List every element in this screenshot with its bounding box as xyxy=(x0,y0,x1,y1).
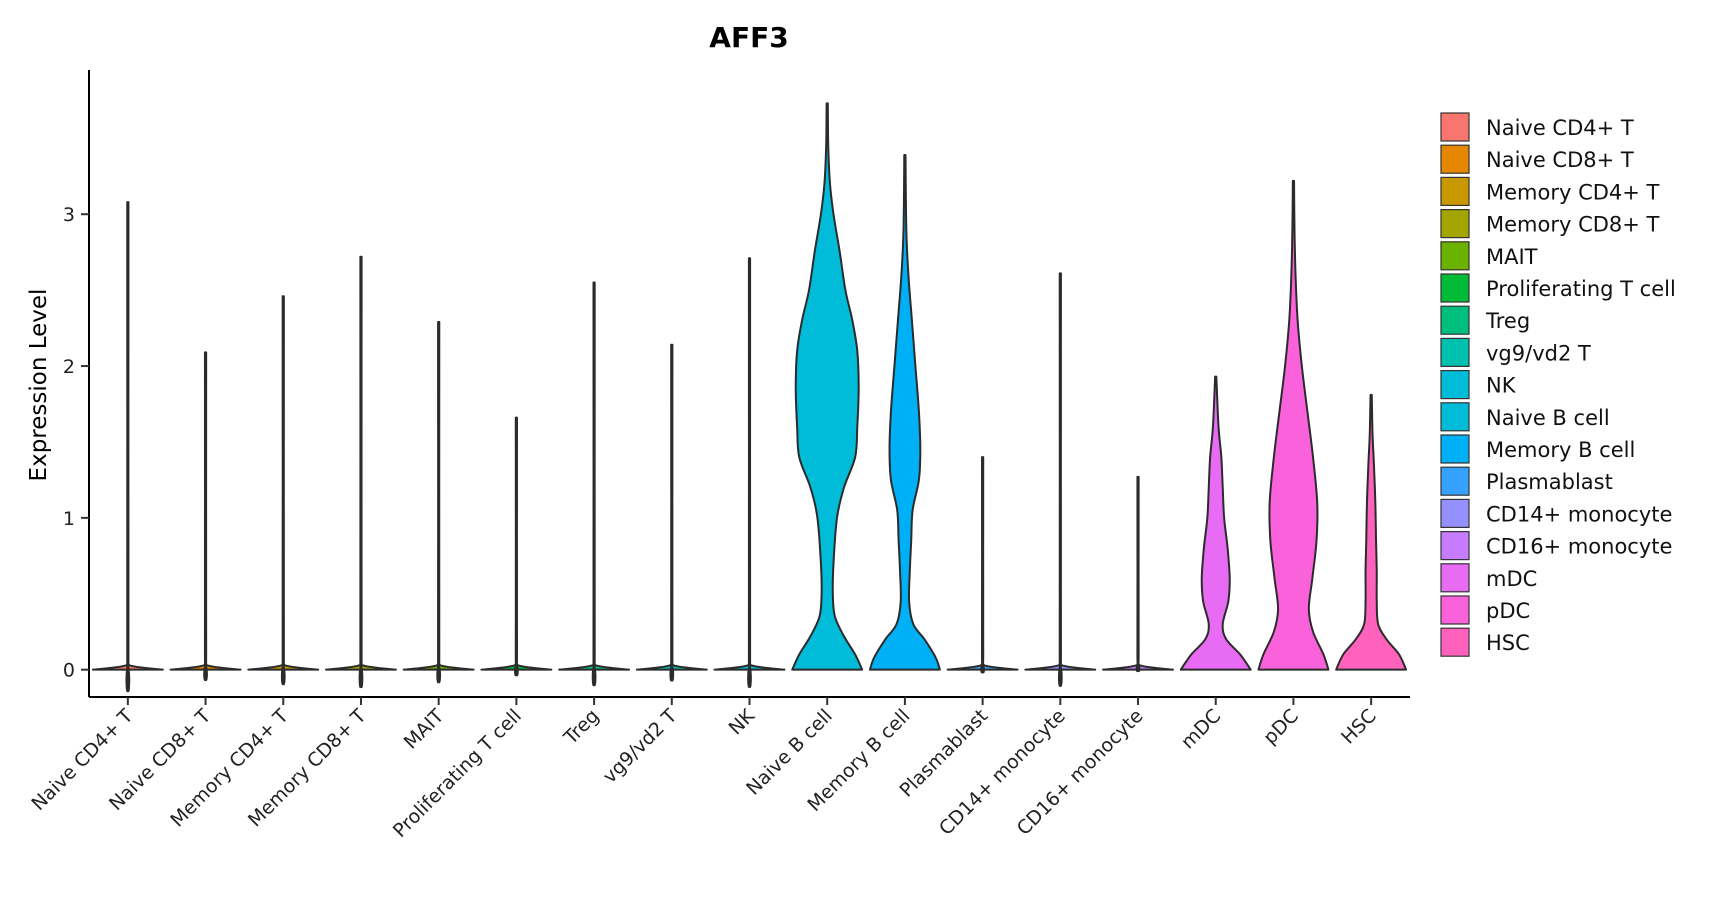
violin-10 xyxy=(868,154,941,671)
legend-label: Plasmablast xyxy=(1486,470,1613,494)
legend-swatch xyxy=(1440,209,1470,239)
legend-label: Naive B cell xyxy=(1486,406,1610,430)
x-tick-label: Proliferating T cell xyxy=(389,705,526,842)
x-tick-label: NK xyxy=(725,705,760,740)
violin-11 xyxy=(946,456,1019,674)
legend-label: Naive CD4+ T xyxy=(1486,116,1634,140)
legend-label: Treg xyxy=(1485,309,1530,333)
legend-swatch xyxy=(1440,112,1470,142)
legend-label: MAIT xyxy=(1486,245,1538,269)
legend-label: CD14+ monocyte xyxy=(1486,502,1672,526)
y-axis: 0 1 2 3 xyxy=(63,70,90,697)
legend-label: Naive CD8+ T xyxy=(1486,148,1634,172)
legend-label: Memory B cell xyxy=(1486,438,1635,462)
legend-label: NK xyxy=(1486,374,1517,398)
legend-swatch xyxy=(1440,498,1470,528)
y-tick-label: 3 xyxy=(63,204,75,226)
violin-8 xyxy=(713,257,786,688)
legend-label: CD16+ monocyte xyxy=(1486,535,1672,559)
violin-16 xyxy=(1335,393,1408,671)
violin-15 xyxy=(1257,179,1330,671)
legend-swatch xyxy=(1440,530,1470,561)
violin-9 xyxy=(791,102,864,671)
x-tick-label: Treg xyxy=(559,705,604,750)
legend-swatch xyxy=(1440,337,1470,367)
violin-12 xyxy=(1024,272,1097,687)
legend: Naive CD4+ T Naive CD8+ T Memory CD4+ T Mem… xyxy=(1440,112,1676,657)
violin-13 xyxy=(1102,475,1174,672)
violin-4 xyxy=(402,321,475,684)
violin-7 xyxy=(635,343,708,682)
legend-label: pDC xyxy=(1486,599,1530,623)
legend-swatch xyxy=(1440,176,1470,206)
legend-label: Memory CD8+ T xyxy=(1486,213,1660,237)
legend-swatch xyxy=(1440,402,1470,432)
violin-3 xyxy=(325,255,397,688)
y-tick-label: 2 xyxy=(63,356,75,378)
y-axis-label: Expression Level xyxy=(26,289,52,482)
x-tick-label: HSC xyxy=(1337,705,1381,749)
violin-series xyxy=(91,102,1408,693)
x-tick-label: pDC xyxy=(1259,705,1303,749)
legend-swatch xyxy=(1440,370,1470,400)
violin-6 xyxy=(558,281,631,687)
x-tick-label: mDC xyxy=(1177,705,1225,753)
legend-swatch xyxy=(1440,144,1470,174)
violin-0 xyxy=(91,201,164,693)
y-tick-label: 0 xyxy=(63,660,75,682)
legend-swatch xyxy=(1440,466,1470,496)
legend-swatch xyxy=(1440,241,1470,271)
legend-swatch xyxy=(1440,434,1470,464)
violin-2 xyxy=(247,295,320,686)
legend-swatch xyxy=(1440,627,1470,657)
violin-5 xyxy=(480,416,553,677)
legend-swatch xyxy=(1440,595,1470,625)
violin-14 xyxy=(1179,375,1252,671)
legend-label: Memory CD4+ T xyxy=(1486,180,1660,204)
legend-label: Proliferating T cell xyxy=(1486,277,1676,301)
legend-swatch xyxy=(1440,563,1470,593)
chart-title: AFF3 xyxy=(709,21,788,54)
legend-label: vg9/vd2 T xyxy=(1486,341,1591,365)
legend-label: HSC xyxy=(1486,631,1530,655)
legend-swatch xyxy=(1440,273,1470,303)
x-tick-label: MAIT xyxy=(400,705,449,754)
legend-label: mDC xyxy=(1486,567,1537,591)
violin-1 xyxy=(169,351,242,682)
y-tick-label: 1 xyxy=(63,508,75,530)
legend-swatch xyxy=(1440,305,1470,335)
x-tick-label: vg9/vd2 T xyxy=(599,705,682,788)
